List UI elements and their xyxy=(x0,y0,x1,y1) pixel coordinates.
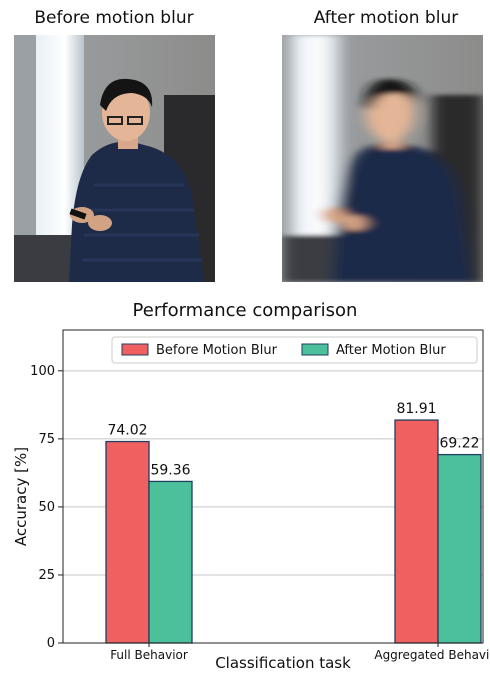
y-axis-label: Accuracy [%] xyxy=(12,447,30,546)
legend-box xyxy=(111,336,478,364)
chart-title: Performance comparison xyxy=(132,300,358,321)
y-tick-label: 50 xyxy=(38,500,55,515)
data-label: 59.36 xyxy=(150,462,190,478)
data-label: 69.22 xyxy=(439,436,479,452)
x-tick-label: Aggregated Behavior xyxy=(374,648,490,662)
bar-before-1 xyxy=(394,419,439,644)
bar-after-0 xyxy=(148,480,193,644)
plot-frame xyxy=(62,329,484,644)
y-tick-label: 0 xyxy=(47,636,55,651)
after-image-title: After motion blur xyxy=(313,8,459,28)
legend-label: Before Motion Blur xyxy=(156,343,278,358)
bar-before-0 xyxy=(105,440,150,644)
x-tick-label: Full Behavior xyxy=(110,648,188,662)
x-axis-label: Classification task xyxy=(215,654,351,672)
legend-label: After Motion Blur xyxy=(336,343,446,358)
after-blur-photo xyxy=(282,35,483,282)
bar-after-1 xyxy=(437,453,482,644)
before-image-title: Before motion blur xyxy=(34,8,194,28)
y-tick-label: 25 xyxy=(38,568,55,583)
data-label: 74.02 xyxy=(107,423,147,439)
legend-swatch-0 xyxy=(121,343,149,356)
data-label: 81.91 xyxy=(396,401,436,417)
y-tick-label: 100 xyxy=(30,364,55,379)
before-blur-photo xyxy=(14,35,215,282)
legend-swatch-1 xyxy=(301,343,329,356)
y-tick-label: 75 xyxy=(38,432,55,447)
